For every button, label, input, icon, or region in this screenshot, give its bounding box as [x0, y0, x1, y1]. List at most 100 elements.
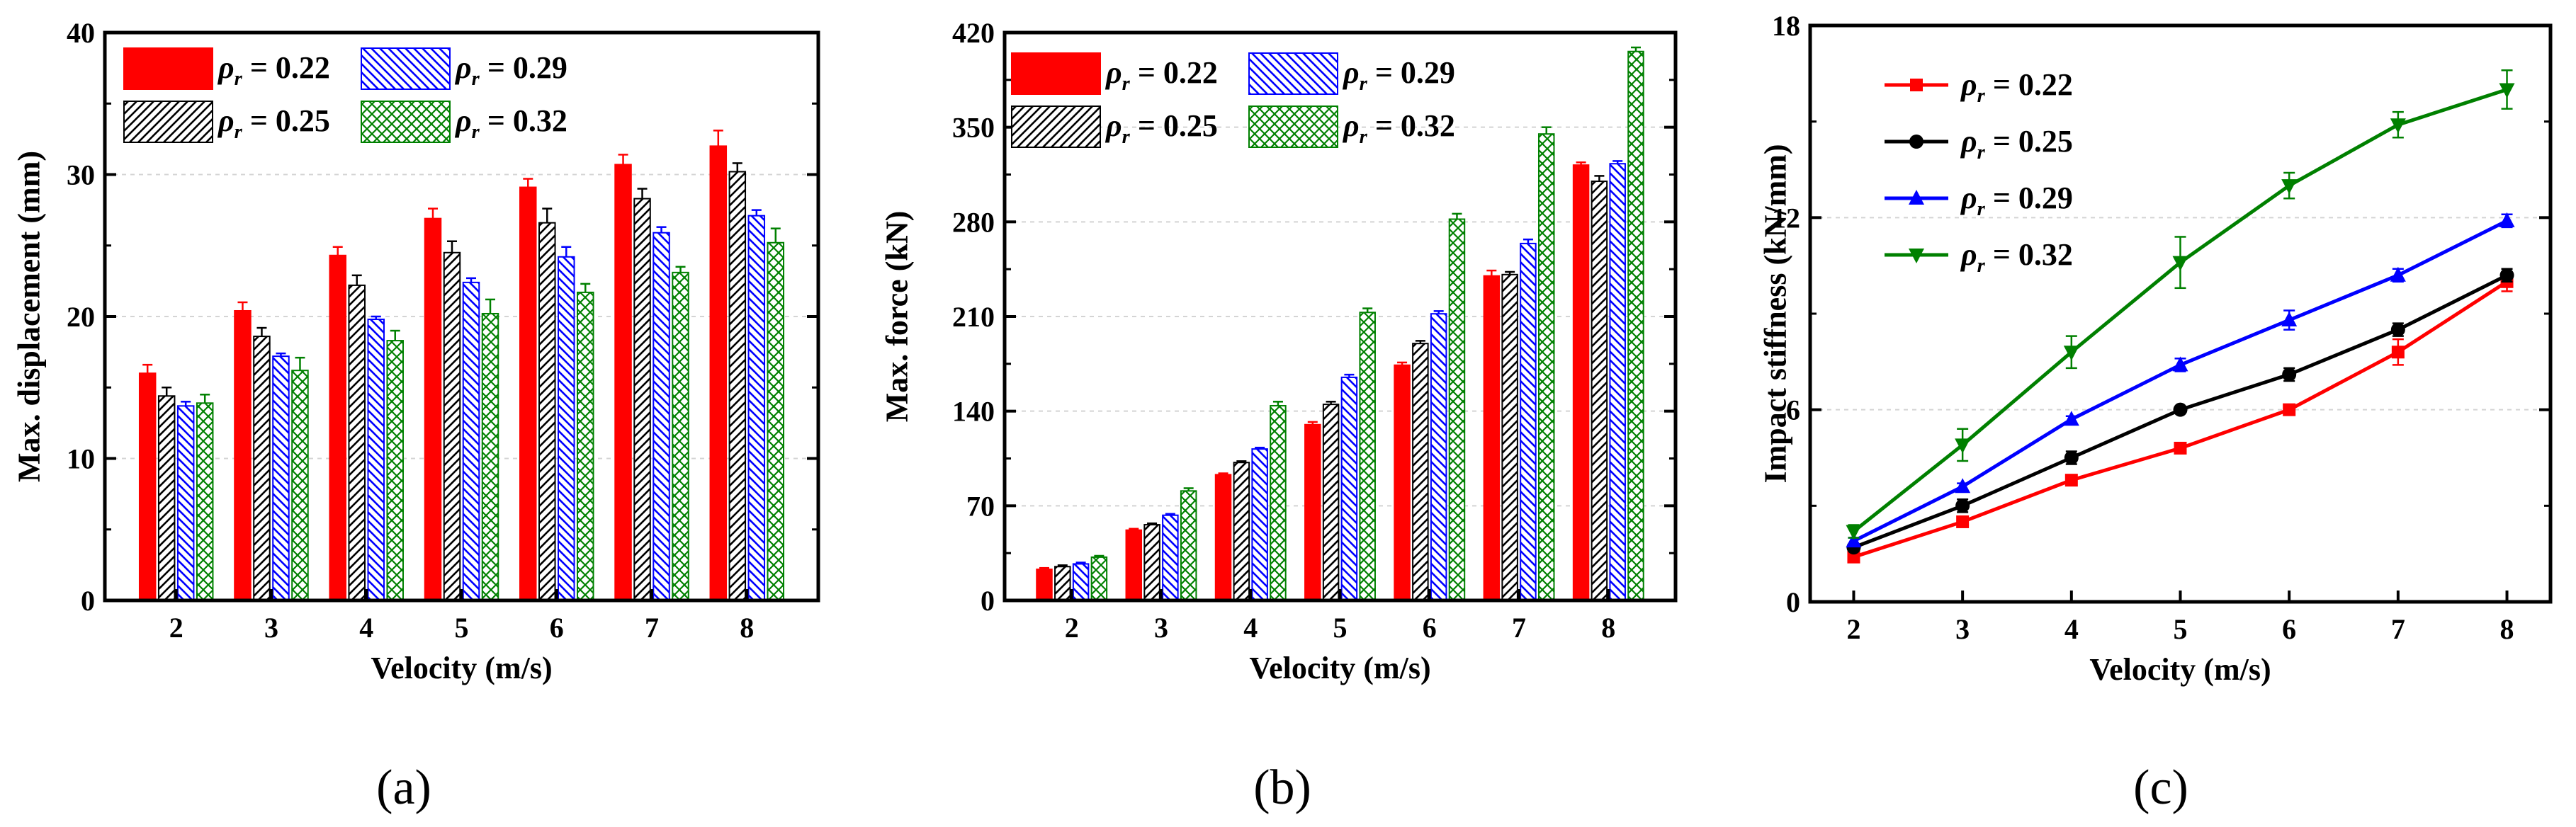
legend-swatch	[123, 101, 213, 143]
data-point	[2499, 83, 2515, 98]
bar	[1125, 529, 1143, 602]
panel-b-gridlines	[1005, 126, 1676, 507]
panel-b-y-tick-labels: 0 70 140 210 280 350 420	[952, 17, 995, 617]
y-tick-label: 20	[67, 301, 95, 333]
panel-a-x-axis-label: Velocity (m/s)	[371, 651, 552, 685]
x-tick-label: 8	[2500, 613, 2514, 645]
bar	[558, 256, 575, 601]
x-tick-label: 4	[359, 612, 373, 644]
legend-marker	[1909, 249, 1924, 263]
bar	[424, 217, 442, 601]
panel-c-lines	[1846, 69, 2515, 564]
data-point	[2283, 403, 2296, 416]
bar	[1501, 273, 1518, 601]
x-tick-label: 6	[2282, 613, 2296, 645]
bar	[1537, 133, 1555, 601]
data-point	[2063, 346, 2079, 361]
legend-swatch	[1248, 105, 1338, 148]
legend-label: ρr = 0.25	[217, 103, 330, 143]
x-tick-label: 4	[2064, 613, 2079, 645]
bar	[329, 254, 346, 601]
data-point	[2281, 179, 2298, 195]
y-tick-label: 40	[67, 17, 95, 49]
data-point	[1846, 525, 1862, 540]
data-point	[1955, 438, 1971, 454]
bar	[1036, 569, 1053, 601]
bar	[1233, 462, 1250, 601]
bar	[443, 251, 461, 601]
legend-label: ρr = 0.25	[1960, 124, 2073, 164]
x-tick-label: 2	[1065, 612, 1079, 644]
y-tick-label: 0	[1786, 586, 1800, 618]
y-tick-label: 12	[1772, 202, 1800, 234]
legend-swatch	[123, 47, 213, 90]
x-tick-label: 8	[740, 612, 754, 644]
bar	[462, 281, 480, 601]
panel-c-ticks	[1810, 24, 2550, 603]
legend-label: ρr = 0.29	[1342, 55, 1455, 95]
bar	[291, 370, 309, 601]
bar	[1609, 163, 1626, 601]
x-tick-label: 2	[1846, 613, 1860, 645]
panel-b-chart: 0 70 140 210 280 350 420 2 3 4 5 6 7 8 Velocity (m/s…	[879, 17, 1678, 815]
data-point	[1955, 478, 1971, 494]
legend-swatch	[1011, 105, 1101, 148]
x-tick-label: 5	[1333, 612, 1348, 644]
bar	[272, 355, 290, 601]
panel-a-legend: ρr = 0.22 ρr = 0.29 ρr = 0.25 ρr = 0.32	[123, 47, 567, 143]
data-point	[2173, 402, 2188, 417]
data-point	[2390, 266, 2406, 282]
bar	[1180, 490, 1197, 601]
bar	[747, 215, 766, 601]
bar	[709, 145, 728, 601]
y-tick-label: 0	[81, 585, 95, 617]
bar	[1394, 364, 1411, 601]
bar	[767, 241, 785, 601]
y-tick-label: 280	[952, 206, 995, 238]
bar	[1090, 556, 1108, 602]
y-tick-label: 70	[966, 490, 995, 522]
legend-label: ρr = 0.22	[1105, 55, 1218, 95]
data-point	[2499, 268, 2514, 283]
panel-b-x-axis-label: Velocity (m/s)	[1249, 651, 1430, 685]
bar	[519, 186, 537, 602]
bar	[1304, 423, 1321, 601]
legend-label: ρr = 0.32	[1342, 108, 1455, 148]
data-point	[1846, 532, 1862, 548]
bar	[367, 319, 385, 601]
legend-label: ρr = 0.29	[454, 50, 567, 90]
legend-marker	[1909, 190, 1924, 205]
data-point	[2391, 346, 2405, 359]
bar	[577, 291, 594, 601]
x-tick-label: 8	[1601, 612, 1615, 644]
bar	[538, 222, 556, 602]
data-point	[2499, 212, 2515, 227]
x-tick-label: 6	[550, 612, 564, 644]
panel-c-chart: 0 6 12 18 2 3 4 5 6 7 8 Velocity (m/s) Impact sti…	[1758, 10, 2553, 815]
panel-a-ticks	[105, 31, 818, 602]
bar	[653, 232, 670, 601]
x-tick-label: 5	[455, 612, 469, 644]
legend-marker	[1910, 79, 1923, 91]
legend-swatch	[1248, 52, 1338, 95]
legend-label: ρr = 0.22	[217, 50, 330, 90]
legend-label: ρr = 0.25	[1105, 108, 1218, 148]
data-point	[2281, 312, 2298, 327]
legend-label: ρr = 0.22	[1960, 67, 2073, 107]
data-point	[2390, 322, 2405, 337]
x-tick-label: 5	[2174, 613, 2188, 645]
bar	[1340, 376, 1358, 602]
data-point	[2282, 367, 2297, 382]
bar	[1520, 242, 1537, 601]
bar	[348, 284, 366, 601]
legend-swatch	[361, 47, 451, 90]
panel-a-bars	[138, 130, 785, 602]
y-tick-label: 140	[952, 396, 995, 428]
bar	[1483, 275, 1501, 601]
bar	[614, 164, 632, 601]
data-point	[2172, 256, 2188, 271]
bar	[1054, 566, 1071, 601]
data-point	[2174, 441, 2187, 455]
data-point	[2064, 474, 2078, 487]
